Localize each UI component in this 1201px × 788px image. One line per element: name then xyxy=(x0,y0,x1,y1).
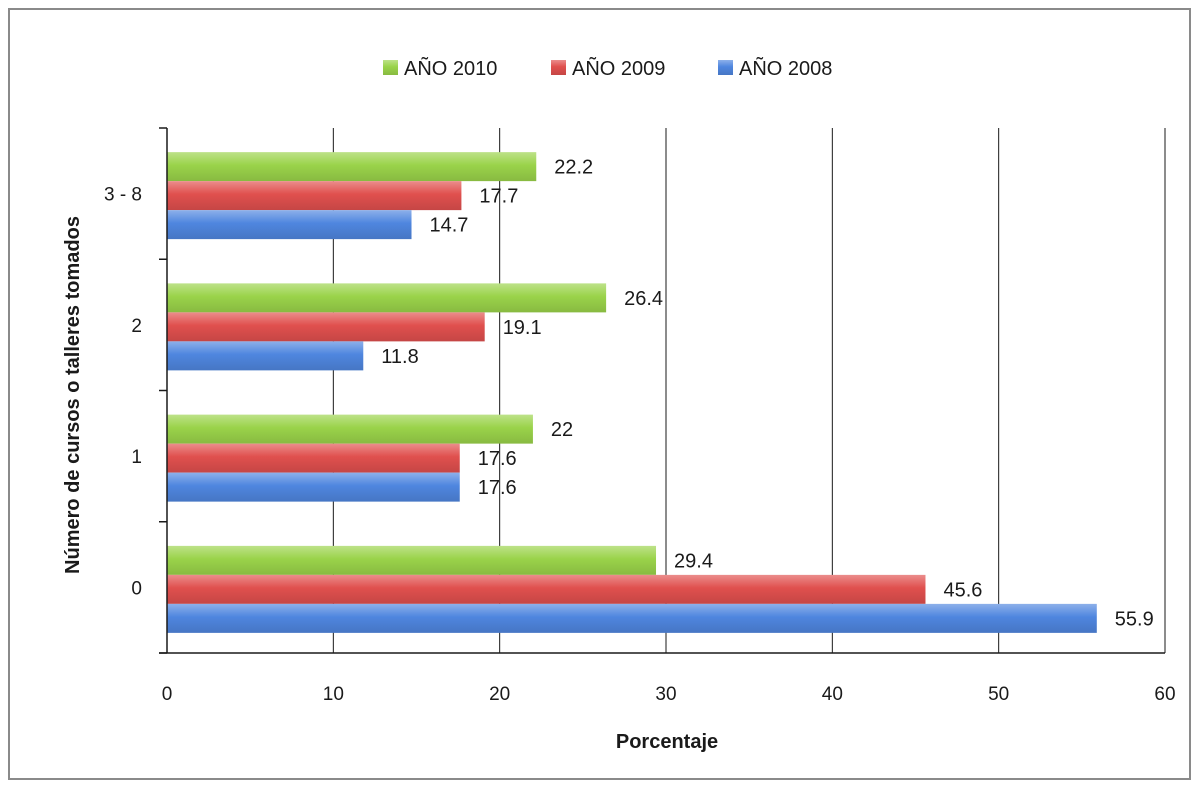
x-tick-label: 50 xyxy=(988,684,1009,705)
data-label-a-o-2008-cat-0: 55.9 xyxy=(1115,608,1154,630)
data-label-a-o-2008-cat-3-8: 14.7 xyxy=(430,215,469,237)
x-tick-label: 60 xyxy=(1154,684,1175,705)
x-tick-label: 30 xyxy=(655,684,676,705)
data-label-a-o-2009-cat-2: 19.1 xyxy=(503,317,542,339)
x-tick-label: 0 xyxy=(162,684,173,705)
legend-item-a-o-2008: AÑO 2008 xyxy=(718,56,832,80)
x-tick-label: 10 xyxy=(323,684,344,705)
bar-a-o-2008-cat-3-8 xyxy=(167,210,412,240)
data-labels: 29.4 45.6 55.9 22 17.6 17.6 26.4 19.1 11.8 22.2 17… xyxy=(381,157,1153,631)
x-tick-labels: 0 10 20 30 40 50 60 xyxy=(162,684,1176,705)
y-tick-label: 3 - 8 xyxy=(104,185,142,206)
x-axis-title: Porcentaje xyxy=(616,731,718,753)
legend-label: AÑO 2009 xyxy=(572,56,665,80)
bar-a-o-2008-cat-1 xyxy=(167,472,460,502)
y-tick-label: 2 xyxy=(131,316,142,337)
bar-a-o-2010-cat-1 xyxy=(167,414,533,444)
data-label-a-o-2010-cat-3-8: 22.2 xyxy=(554,157,593,179)
bar-a-o-2010-cat-0 xyxy=(167,545,657,575)
bar-a-o-2010-cat-2 xyxy=(167,283,607,313)
data-label-a-o-2009-cat-1: 17.6 xyxy=(478,448,517,470)
chart-frame xyxy=(8,8,1191,780)
legend-item-a-o-2009: AÑO 2009 xyxy=(551,56,665,80)
data-label-a-o-2009-cat-3-8: 17.7 xyxy=(479,186,518,208)
bar-a-o-2008-cat-0 xyxy=(167,603,1097,633)
bars xyxy=(167,152,1097,633)
y-tick-label: 1 xyxy=(131,447,142,468)
legend-item-a-o-2010: AÑO 2010 xyxy=(383,56,497,80)
data-label-a-o-2009-cat-0: 45.6 xyxy=(943,579,982,601)
data-label-a-o-2010-cat-0: 29.4 xyxy=(674,550,713,572)
legend-swatch xyxy=(383,60,398,75)
y-tick-labels: 0 1 2 3 - 8 xyxy=(104,185,142,600)
x-tick-label: 20 xyxy=(489,684,510,705)
data-label-a-o-2008-cat-1: 17.6 xyxy=(478,477,517,499)
axes xyxy=(159,127,1165,654)
legend-label: AÑO 2008 xyxy=(739,56,832,80)
legend-label: AÑO 2010 xyxy=(404,56,497,80)
bar-a-o-2010-cat-3-8 xyxy=(167,152,537,182)
bar-a-o-2008-cat-2 xyxy=(167,341,364,371)
legend-swatch xyxy=(551,60,566,75)
data-label-a-o-2008-cat-2: 11.8 xyxy=(381,346,418,368)
bar-a-o-2009-cat-1 xyxy=(167,443,460,473)
y-tick-label: 0 xyxy=(131,578,142,599)
legend-swatch xyxy=(718,60,733,75)
data-label-a-o-2010-cat-2: 26.4 xyxy=(624,288,663,310)
y-axis-title: Número de cursos o talleres tomados xyxy=(62,216,84,574)
bar-a-o-2009-cat-3-8 xyxy=(167,181,462,211)
data-label-a-o-2010-cat-1: 22 xyxy=(551,419,573,441)
x-tick-label: 40 xyxy=(822,684,843,705)
bar-a-o-2009-cat-0 xyxy=(167,574,926,604)
bar-a-o-2009-cat-2 xyxy=(167,312,485,342)
legend: AÑO 2010 AÑO 2009 AÑO 2008 xyxy=(383,56,832,80)
